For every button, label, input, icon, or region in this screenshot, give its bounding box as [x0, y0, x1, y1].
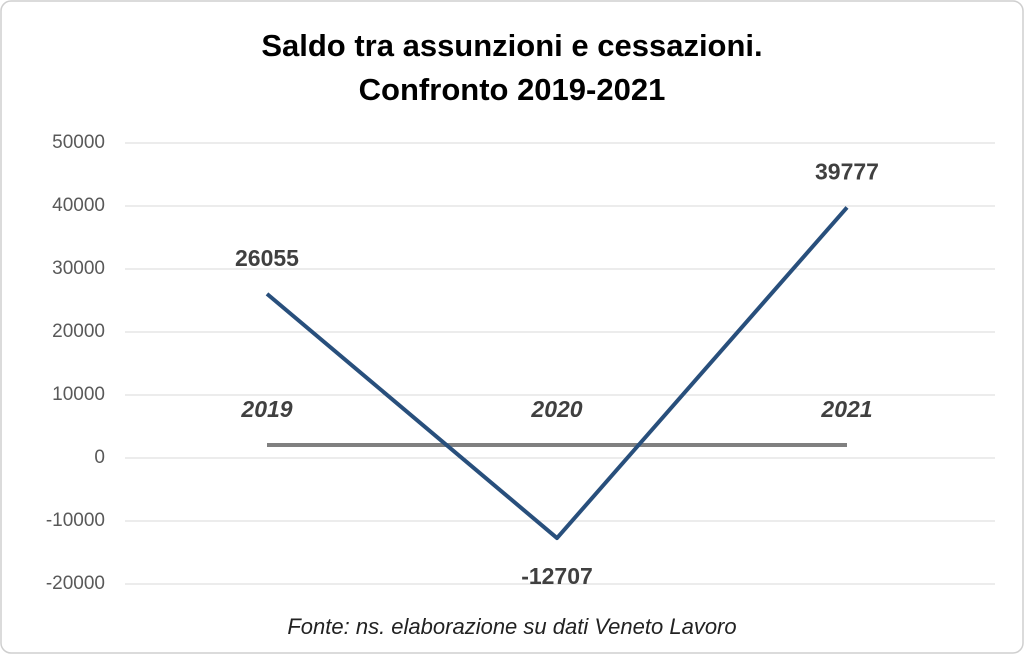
chart-title: Confronto 2019-2021	[359, 72, 666, 107]
x-tick-label: 2021	[820, 396, 872, 422]
source-note: Fonte: ns. elaborazione su dati Veneto L…	[287, 614, 736, 639]
y-tick-label: -10000	[46, 510, 105, 531]
data-label: 39777	[815, 158, 879, 184]
y-tick-label: -20000	[46, 573, 105, 594]
data-label: 26055	[235, 245, 299, 271]
y-tick-label: 50000	[52, 132, 105, 153]
x-tick-label: 2019	[240, 396, 292, 422]
x-tick-label: 2020	[530, 396, 582, 422]
y-tick-label: 0	[94, 447, 105, 468]
y-tick-label: 40000	[52, 195, 105, 216]
y-tick-label: 10000	[52, 384, 105, 405]
y-tick-label: 30000	[52, 258, 105, 279]
data-label: -12707	[521, 563, 593, 589]
data-line	[265, 206, 849, 541]
y-tick-label: 20000	[52, 321, 105, 342]
chart-title: Saldo tra assunzioni e cessazioni.	[261, 28, 762, 63]
